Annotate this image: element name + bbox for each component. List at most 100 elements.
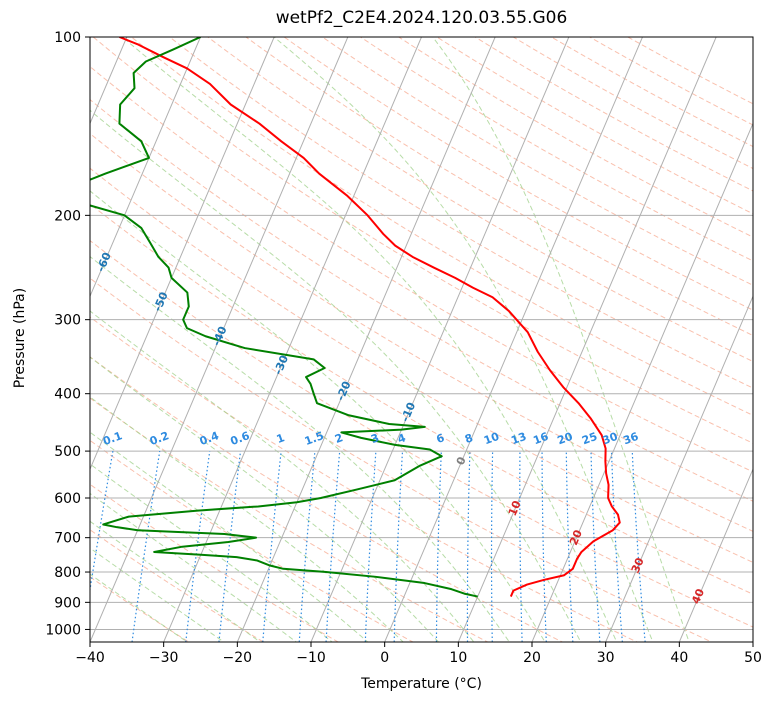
isotherm-line <box>457 37 717 642</box>
dry-adiabat-line <box>90 316 639 642</box>
moist-adiabat-line <box>121 37 618 642</box>
x-tick-label: 10 <box>449 650 467 666</box>
isotherm-label: -10 <box>399 400 419 424</box>
y-tick-label: 700 <box>54 531 81 547</box>
dry-adiabat-line <box>359 37 753 262</box>
dry-adiabat-line <box>90 356 564 642</box>
isotherm-line <box>0 37 53 642</box>
dry-adiabat-line <box>90 439 414 642</box>
isotherm-line <box>236 37 496 642</box>
mixing-ratio-label: 20 <box>556 430 575 448</box>
mixing-ratio-line <box>131 451 161 642</box>
isotherm-label: -60 <box>94 250 114 274</box>
y-tick-label: 500 <box>54 444 81 460</box>
mixing-ratio-line <box>519 451 523 642</box>
y-tick-label: 900 <box>54 595 81 611</box>
isotherm-label: 10 <box>506 498 524 517</box>
moist-adiabat-line <box>90 547 225 642</box>
dry-adiabat-line <box>90 167 753 563</box>
moist-adiabat-line <box>432 37 690 642</box>
mixing-ratio-label: 1.5 <box>303 429 326 448</box>
mixing-ratio-label: 16 <box>531 430 550 448</box>
x-tick-label: −30 <box>149 650 179 666</box>
isotherm-line <box>90 37 275 471</box>
isotherm-label: 0 <box>454 455 469 467</box>
mixing-ratio-line <box>610 451 623 642</box>
moist-adiabat-line <box>90 190 546 642</box>
mixing-ratio-label: 6 <box>435 431 447 446</box>
dry-adiabat-line <box>90 65 753 473</box>
isotherm-label: 30 <box>629 555 647 574</box>
dry-adiabat-line <box>90 132 753 532</box>
mixing-ratio-label: 3 <box>369 431 381 446</box>
dry-adiabat-line <box>90 483 340 642</box>
mixing-ratio-label: 0.4 <box>198 429 221 448</box>
isotherm-line <box>90 37 128 125</box>
mixing-ratio-line <box>364 451 377 642</box>
isotherm-line <box>678 467 753 642</box>
plot-area: -100-90-80-70-60-50-40-30-20-10010203040… <box>0 37 753 642</box>
isotherm-label: -80 <box>0 147 11 171</box>
y-tick-label: 400 <box>54 387 81 403</box>
mixing-ratio-label: 10 <box>482 430 501 448</box>
y-tick-label: 600 <box>54 491 81 507</box>
mixing-ratio-line <box>185 451 211 642</box>
isotherm-label: -40 <box>210 324 230 348</box>
mixing-ratio-label: 0.6 <box>229 429 252 448</box>
isotherm-line <box>752 640 753 642</box>
isotherm-line <box>605 295 753 642</box>
moist-adiabat-line <box>90 310 475 642</box>
x-tick-label: −10 <box>296 650 326 666</box>
mixing-ratio-label: 36 <box>621 430 640 448</box>
dry-adiabat-line <box>626 37 753 105</box>
isotherm-line <box>310 37 570 642</box>
mixing-ratio-line <box>298 451 316 642</box>
dry-adiabat-line <box>245 37 753 337</box>
plot-frame <box>89 36 754 643</box>
mixing-ratio-label: 2 <box>333 431 345 446</box>
dry-adiabat-line <box>90 397 489 642</box>
mixing-ratio-line <box>631 451 646 642</box>
dry-adiabat-line <box>321 37 753 286</box>
mixing-ratio-line <box>565 451 574 642</box>
mixing-ratio-line <box>590 451 601 642</box>
y-tick-label: 100 <box>54 30 81 46</box>
x-tick-label: 50 <box>744 650 762 666</box>
x-tick-label: 40 <box>670 650 688 666</box>
isotherm-label: 20 <box>567 528 585 547</box>
isotherm-label: -30 <box>271 353 291 377</box>
mixing-ratio-label: 25 <box>580 430 599 447</box>
isotherm-line <box>90 37 201 298</box>
mixing-ratio-label: 30 <box>601 430 620 448</box>
mixing-ratio-line <box>435 451 442 642</box>
mixing-ratio-label: 0.1 <box>101 429 124 448</box>
mixing-ratio-line <box>490 451 494 642</box>
mixing-ratio-line <box>541 451 547 642</box>
x-tick-label: 0 <box>380 650 389 666</box>
dewpoint-profile-line <box>90 37 478 598</box>
chart-title: wetPf2_C2E4.2024.120.03.55.G06 <box>275 8 568 28</box>
y-tick-label: 300 <box>54 313 81 329</box>
mixing-ratio-label: 13 <box>509 430 528 447</box>
isotherm-label: 40 <box>689 586 707 605</box>
moist-adiabat-line <box>90 463 333 642</box>
y-tick-label: 200 <box>54 208 81 224</box>
mixing-ratio-line <box>325 451 341 642</box>
isotherm-line <box>531 122 753 642</box>
isotherm-line <box>384 37 643 642</box>
mixing-ratio-label: 8 <box>463 431 475 446</box>
dry-adiabat-line <box>90 239 753 628</box>
mixing-ratio-line <box>262 451 282 642</box>
mixing-ratio-label: 0.2 <box>148 429 171 448</box>
isotherm-label: -20 <box>334 379 354 403</box>
dry-adiabat-line <box>90 529 265 642</box>
isotherm-line <box>163 37 422 642</box>
x-axis-label: Temperature (°C) <box>361 676 482 692</box>
moist-adiabat-line <box>90 573 189 642</box>
dry-adiabat-line <box>92 37 753 444</box>
dry-adiabat-line <box>90 277 713 642</box>
moist-adiabat-line <box>90 492 298 642</box>
dry-adiabat-line <box>168 37 753 389</box>
temperature-profile-line <box>119 37 621 597</box>
